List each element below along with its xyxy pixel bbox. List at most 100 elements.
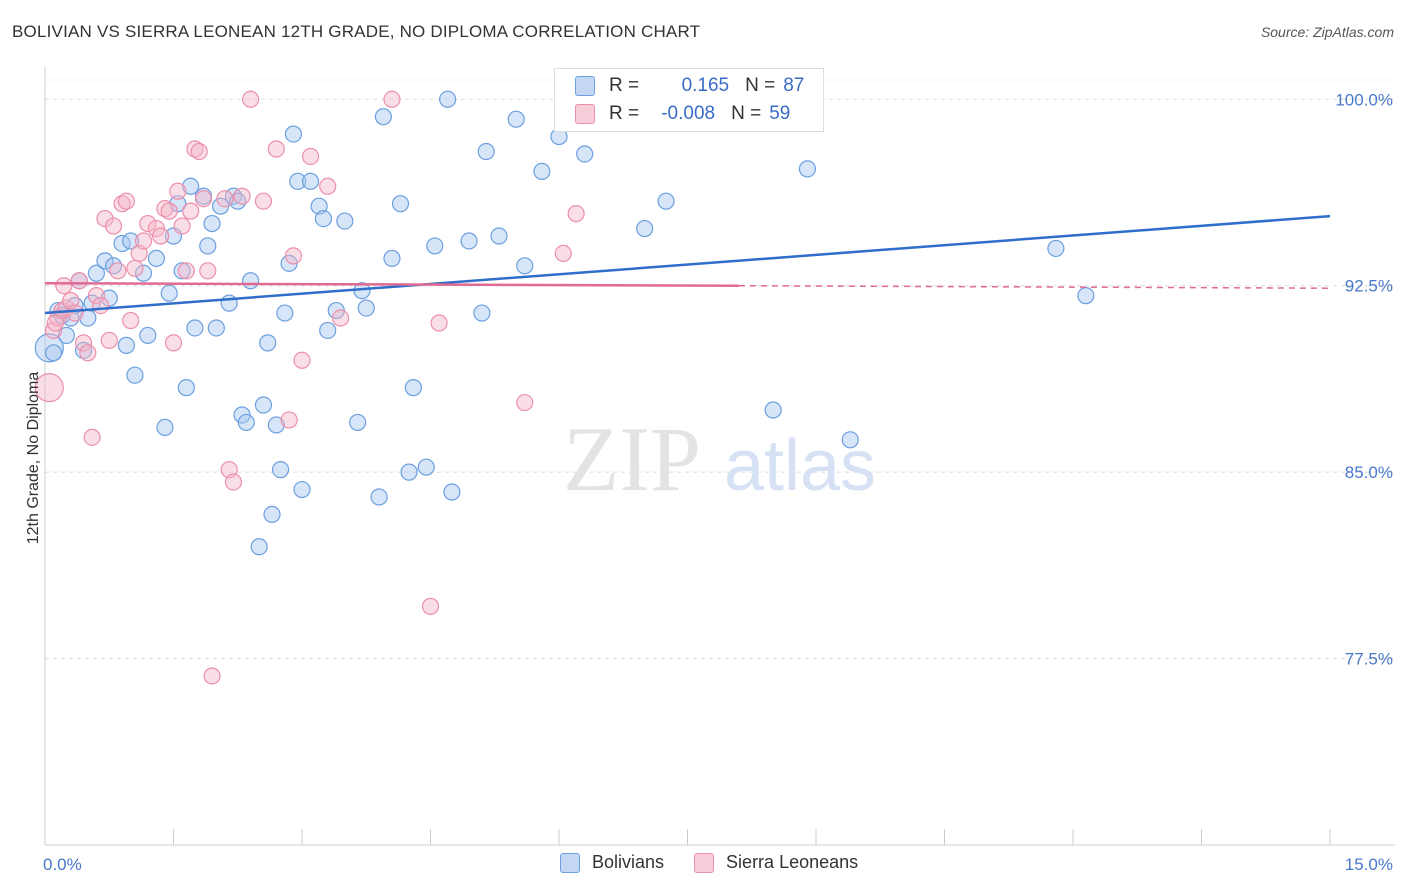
- series-legend: Bolivians Sierra Leoneans: [560, 852, 888, 873]
- watermark-atlas: atlas: [724, 426, 876, 506]
- point-bolivian: [383, 249, 401, 267]
- point-bolivian: [576, 145, 594, 163]
- gridlines: [45, 79, 1395, 660]
- point-sierra-leonean: [55, 277, 73, 295]
- point-bolivian: [1047, 239, 1065, 258]
- legend-swatch-bolivians: [575, 76, 595, 96]
- x-tick-label: 15.0%: [1345, 855, 1393, 874]
- point-bolivian: [374, 108, 392, 126]
- point-bolivian: [319, 321, 337, 340]
- point-bolivian: [126, 366, 144, 384]
- point-sierra-leonean: [100, 331, 118, 349]
- y-tick-labels: 77.5% 85.0% 92.5% 100.0%: [1335, 90, 1393, 668]
- point-bolivian: [254, 396, 273, 414]
- legend-n-label: N =: [731, 103, 762, 124]
- legend-swatch-sierra-leoneans: [694, 852, 715, 873]
- point-sierra-leonean: [203, 667, 221, 685]
- chart-title: BOLIVIAN VS SIERRA LEONEAN 12TH GRADE, N…: [12, 22, 701, 41]
- point-bolivian: [199, 237, 217, 255]
- point-bolivian: [841, 431, 859, 449]
- point-sierra-leonean: [173, 217, 191, 235]
- point-bolivian: [87, 264, 106, 282]
- y-tick-label: 100.0%: [1335, 90, 1393, 109]
- point-bolivian: [276, 304, 294, 322]
- point-bolivian: [336, 212, 354, 230]
- y-tick-label: 85.0%: [1345, 463, 1393, 482]
- point-sierra-leonean: [139, 214, 157, 233]
- legend-r-value: 0.165: [681, 75, 730, 96]
- point-bolivian: [173, 262, 191, 280]
- point-bolivian: [182, 177, 200, 195]
- point-bolivian: [764, 401, 782, 419]
- point-bolivian: [400, 463, 418, 481]
- point-sierra-leonean: [190, 142, 208, 161]
- point-sierra-leonean: [152, 227, 170, 245]
- point-bolivian: [516, 257, 534, 275]
- point-sierra-leonean: [122, 311, 140, 330]
- legend-swatch-sierra-leoneans: [575, 104, 595, 124]
- point-sierra-leonean: [74, 334, 93, 352]
- point-bolivian: [490, 227, 508, 245]
- point-sierra-leonean: [182, 202, 200, 220]
- point-sierra-leonean: [224, 473, 243, 491]
- point-bolivian: [301, 172, 320, 190]
- point-bolivian: [473, 304, 491, 322]
- point-bolivian: [284, 125, 303, 143]
- point-sierra-leonean: [383, 90, 401, 108]
- axes: [44, 67, 1395, 846]
- point-sierra-leonean: [70, 272, 88, 290]
- legend-row-bolivians: R = 0.165 N = 87: [575, 73, 804, 99]
- point-sierra-leonean: [216, 190, 234, 208]
- point-sierra-leonean: [46, 314, 64, 332]
- point-sierra-leonean: [109, 262, 127, 280]
- trend-line-sierra-leoneans: [44, 281, 739, 287]
- stats-legend: R = 0.165 N = 87 R = -0.008 N = 59: [554, 68, 824, 132]
- point-bolivian: [349, 413, 367, 432]
- x-tick-label: 0.0%: [43, 855, 82, 874]
- point-bolivian: [636, 219, 654, 238]
- point-sierra-leonean: [117, 192, 135, 210]
- legend-r-label: R =: [609, 103, 640, 124]
- point-sierra-leonean: [34, 373, 64, 403]
- source-note: Source: ZipAtlas.com: [1260, 24, 1394, 40]
- point-bolivian: [404, 379, 422, 397]
- trend-line-bolivians: [44, 214, 1331, 315]
- legend-n-value: 87: [783, 75, 805, 96]
- x-tick-labels: 0.0% 15.0%: [43, 855, 1393, 874]
- point-bolivian: [271, 461, 290, 479]
- point-bolivian: [96, 252, 114, 270]
- point-sierra-leonean: [66, 304, 84, 322]
- point-sierra-leonean: [554, 244, 572, 262]
- point-sierra-leonean: [331, 309, 350, 327]
- point-bolivian: [44, 344, 63, 362]
- trend-lines: [44, 214, 1331, 315]
- point-sierra-leonean: [284, 247, 303, 265]
- point-sierra-leonean: [516, 393, 534, 412]
- series-sierra-leoneans: [34, 90, 585, 685]
- legend-r-value: -0.008: [661, 103, 716, 124]
- point-bolivian: [177, 379, 195, 397]
- legend-item-bolivians[interactable]: Bolivians: [560, 852, 664, 873]
- point-bolivian: [259, 334, 277, 352]
- point-bolivian: [207, 319, 225, 337]
- point-bolivian: [1077, 287, 1095, 305]
- point-bolivian: [657, 192, 675, 210]
- point-bolivian: [263, 505, 281, 524]
- point-sierra-leonean: [126, 259, 144, 277]
- legend-label-sierra-leoneans: Sierra Leoneans: [726, 852, 859, 872]
- point-sierra-leonean: [199, 262, 217, 280]
- point-bolivian: [314, 210, 333, 228]
- legend-label-bolivians: Bolivians: [592, 852, 665, 872]
- point-bolivian: [439, 90, 457, 108]
- point-bolivian: [357, 299, 375, 317]
- legend-n-label: N =: [745, 75, 776, 96]
- point-sierra-leonean: [567, 205, 585, 223]
- point-sierra-leonean: [233, 187, 251, 205]
- point-bolivian: [293, 480, 311, 499]
- point-bolivian: [237, 413, 255, 432]
- point-sierra-leonean: [254, 192, 273, 210]
- legend-item-sierra-leoneans[interactable]: Sierra Leoneans: [694, 852, 858, 873]
- point-bolivian: [34, 333, 64, 363]
- point-bolivian: [203, 214, 221, 233]
